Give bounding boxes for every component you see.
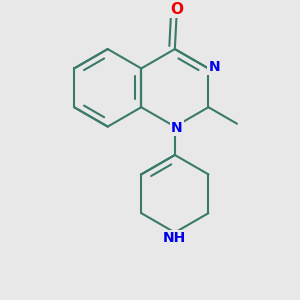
Text: N: N — [171, 122, 182, 135]
Text: O: O — [170, 2, 183, 17]
Text: NH: NH — [163, 231, 187, 245]
Text: N: N — [208, 60, 220, 74]
